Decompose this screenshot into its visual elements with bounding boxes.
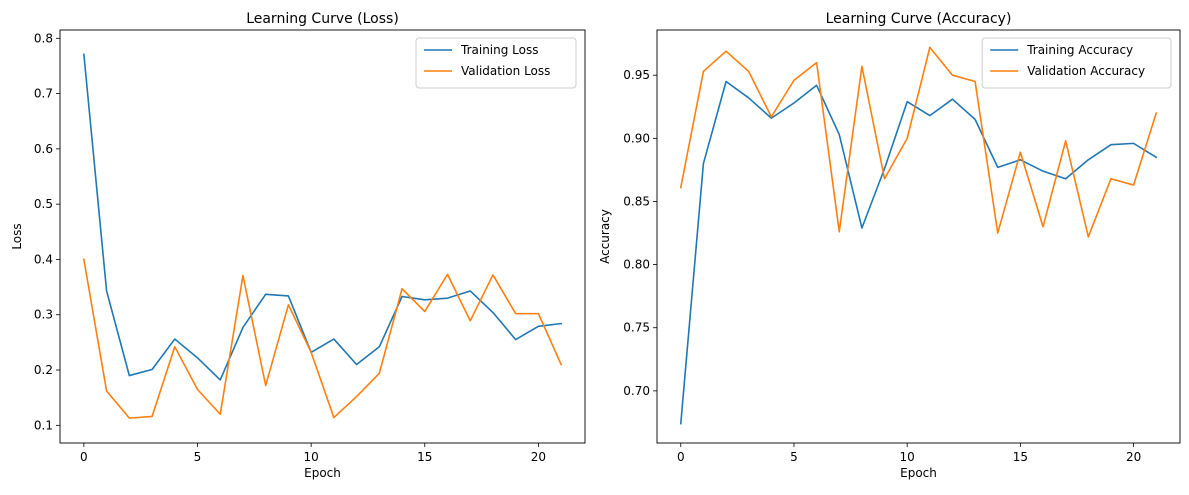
loss-ytick-label: 0.4 [34,252,53,266]
accuracy-chart-title: Learning Curve (Accuracy) [826,11,1012,27]
loss-chart-plot [82,53,563,419]
accuracy-xtick-label: 15 [1013,450,1028,464]
accuracy-chart-frame [656,29,1181,444]
accuracy-ytick-label: 0.70 [623,384,650,398]
loss-ytick-label: 0.7 [34,87,53,101]
loss-legend-label: Validation Loss [461,64,550,78]
accuracy-xtick-label: 5 [790,450,798,464]
accuracy-chart-ylabel: Accuracy [598,209,612,264]
accuracy-legend-label: Training Accuracy [1026,43,1133,57]
loss-ytick-label: 0.1 [34,418,53,432]
accuracy-series-line-training [679,80,1158,425]
accuracy-xtick-label: 0 [677,450,685,464]
loss-series-line-training [82,53,563,381]
accuracy-ytick-label: 0.95 [623,68,650,82]
loss-xtick-label: 20 [531,450,546,464]
loss-chart-frame [59,29,586,444]
loss-ytick-label: 0.2 [34,363,53,377]
loss-legend-label: Training Loss [460,43,538,57]
accuracy-chart: Learning Curve (Accuracy) Epoch Accuracy… [598,11,1181,480]
loss-chart-ylabel: Loss [10,223,24,249]
accuracy-legend-label: Validation Accuracy [1027,64,1145,78]
loss-xtick-label: 10 [303,450,318,464]
accuracy-chart-ticks: 0 5 10 15 20 0.70 0.75 0.80 0.85 0.90 0.95 [623,68,1141,464]
loss-chart-ticks: 0 5 10 15 20 0.1 0.2 0.3 0.4 0.5 0.6 0.7 0.8 [34,31,546,464]
loss-chart-legend: Training Loss Validation Loss [415,37,577,89]
accuracy-ytick-label: 0.75 [623,321,650,335]
accuracy-series-line-validation [679,46,1158,238]
accuracy-ytick-label: 0.80 [623,258,650,272]
loss-xtick-label: 0 [80,450,88,464]
loss-chart: Learning Curve (Loss) Epoch Loss 0 5 10 15 2… [10,11,586,480]
accuracy-chart-xlabel: Epoch [900,466,937,480]
loss-chart-title: Learning Curve (Loss) [246,11,399,27]
loss-ytick-label: 0.6 [34,142,53,156]
accuracy-ytick-label: 0.85 [623,194,650,208]
loss-ytick-label: 0.3 [34,308,53,322]
accuracy-ytick-label: 0.90 [623,131,650,145]
accuracy-chart-plot [679,46,1158,425]
accuracy-legend-box [981,37,1172,89]
loss-xtick-label: 15 [417,450,432,464]
loss-ytick-label: 0.8 [34,31,53,45]
loss-ytick-label: 0.5 [34,197,53,211]
loss-legend-box [415,37,577,89]
loss-chart-xlabel: Epoch [304,466,341,480]
accuracy-xtick-label: 10 [900,450,915,464]
loss-series-line-validation [82,258,563,419]
accuracy-xtick-label: 20 [1126,450,1141,464]
accuracy-chart-legend: Training Accuracy Validation Accuracy [981,37,1172,89]
loss-xtick-label: 5 [194,450,202,464]
